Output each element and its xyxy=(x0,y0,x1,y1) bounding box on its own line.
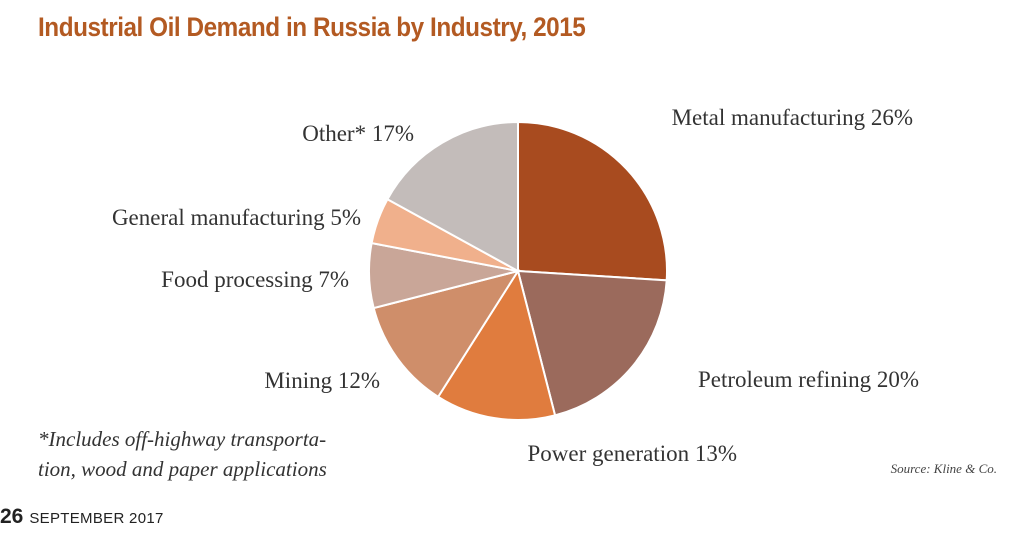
slice-label-food-processing: Food processing 7% xyxy=(161,267,349,292)
slice-label-general-manufacturing: General manufacturing 5% xyxy=(112,205,361,230)
slice-label-mining: Mining 12% xyxy=(264,368,380,393)
pie-slice-petroleum-refining xyxy=(516,269,668,417)
footnote-line-1: *Includes off-highway transporta- xyxy=(38,427,327,451)
slice-label-metal-manufacturing: Metal manufacturing 26% xyxy=(672,105,913,130)
page-number: 26 xyxy=(0,505,24,528)
issue-date: SEPTEMBER 2017 xyxy=(29,510,164,527)
slice-label-petroleum-refining: Petroleum refining 20% xyxy=(698,367,919,392)
pie-slice-other xyxy=(386,120,519,273)
pie-slice-mining xyxy=(372,269,521,399)
page-folio: 26 SEPTEMBER 2017 xyxy=(0,505,164,529)
pie-slice-power-generation xyxy=(436,268,557,421)
pie-slice-metal-manufacturing xyxy=(517,120,668,282)
source-note: Source: Kline & Co. xyxy=(890,461,997,476)
slice-label-other: Other* 17% xyxy=(302,121,414,146)
chart-title: Industrial Oil Demand in Russia by Indus… xyxy=(38,12,586,42)
footnote: *Includes off-highway transporta- tion, … xyxy=(38,424,327,484)
footnote-line-2: tion, wood and paper applications xyxy=(38,457,327,481)
slice-label-power-generation: Power generation 13% xyxy=(528,441,738,466)
